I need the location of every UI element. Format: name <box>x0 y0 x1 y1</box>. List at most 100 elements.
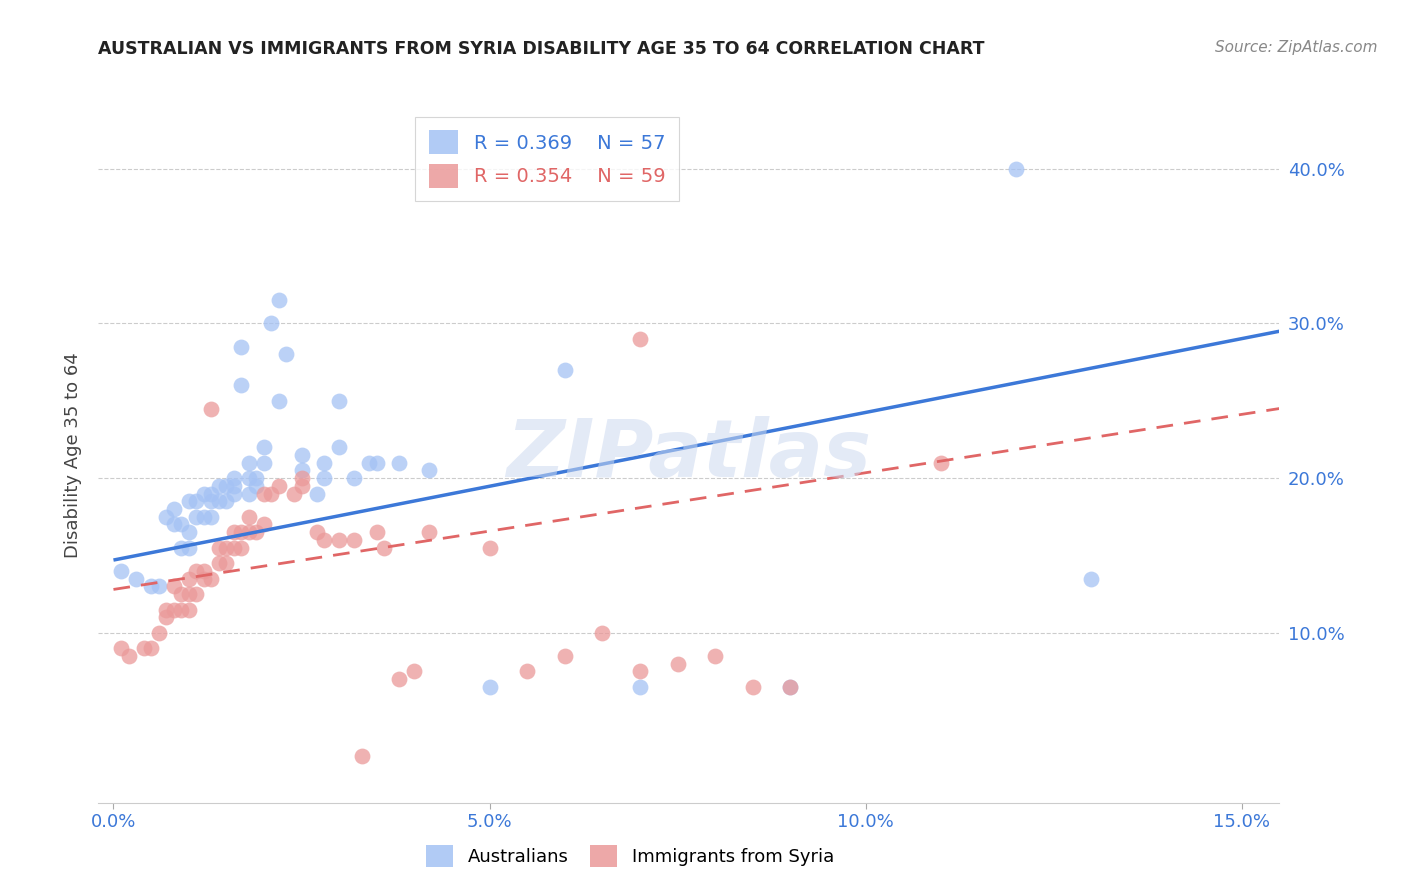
Point <box>177 572 200 586</box>
Point <box>148 625 170 640</box>
Point <box>163 602 186 616</box>
Point <box>177 525 200 540</box>
Point <box>148 579 170 593</box>
Point <box>222 479 245 493</box>
Point <box>343 533 366 547</box>
Point <box>177 587 200 601</box>
Point <box>200 572 222 586</box>
Point <box>163 517 186 532</box>
Point <box>373 541 395 555</box>
Point <box>245 471 267 485</box>
Point <box>222 486 245 500</box>
Point <box>245 525 267 540</box>
Point <box>1005 161 1028 176</box>
Point <box>404 665 426 679</box>
Point <box>170 517 193 532</box>
Point <box>290 479 312 493</box>
Point <box>155 610 177 624</box>
Point <box>283 486 305 500</box>
Point <box>554 648 576 663</box>
Point <box>177 602 200 616</box>
Point <box>779 680 801 694</box>
Point <box>516 665 538 679</box>
Point <box>208 479 231 493</box>
Point <box>276 347 298 361</box>
Point <box>253 456 276 470</box>
Point <box>222 541 245 555</box>
Point <box>193 509 215 524</box>
Point <box>170 541 193 555</box>
Point <box>193 572 215 586</box>
Point <box>388 672 411 686</box>
Point <box>139 641 162 656</box>
Point <box>260 317 283 331</box>
Point <box>170 587 193 601</box>
Point <box>238 471 260 485</box>
Point <box>222 471 245 485</box>
Point <box>388 456 411 470</box>
Point <box>290 448 312 462</box>
Point <box>215 494 238 508</box>
Point <box>328 533 350 547</box>
Point <box>314 456 336 470</box>
Point <box>350 749 373 764</box>
Point <box>110 564 132 578</box>
Point <box>779 680 801 694</box>
Point <box>231 378 253 392</box>
Point <box>200 509 222 524</box>
Point <box>418 463 440 477</box>
Point <box>231 525 253 540</box>
Point <box>200 486 222 500</box>
Point <box>267 393 290 408</box>
Point <box>418 525 440 540</box>
Text: Source: ZipAtlas.com: Source: ZipAtlas.com <box>1215 40 1378 55</box>
Point <box>117 648 139 663</box>
Point <box>253 486 276 500</box>
Point <box>366 456 388 470</box>
Text: ZIPatlas: ZIPatlas <box>506 416 872 494</box>
Legend: Australians, Immigrants from Syria: Australians, Immigrants from Syria <box>419 838 841 874</box>
Point <box>238 486 260 500</box>
Point <box>200 494 222 508</box>
Point <box>125 572 148 586</box>
Point <box>290 463 312 477</box>
Point <box>245 479 267 493</box>
Point <box>314 471 336 485</box>
Point <box>231 541 253 555</box>
Y-axis label: Disability Age 35 to 64: Disability Age 35 to 64 <box>65 352 83 558</box>
Point <box>215 556 238 570</box>
Point <box>208 494 231 508</box>
Point <box>290 471 312 485</box>
Point <box>193 486 215 500</box>
Point <box>554 363 576 377</box>
Point <box>591 625 613 640</box>
Point <box>305 486 328 500</box>
Point <box>186 494 208 508</box>
Point <box>222 525 245 540</box>
Point <box>177 494 200 508</box>
Point <box>193 564 215 578</box>
Point <box>478 680 501 694</box>
Point <box>238 509 260 524</box>
Point <box>628 665 651 679</box>
Point <box>666 657 689 671</box>
Point <box>628 332 651 346</box>
Point <box>328 440 350 454</box>
Point <box>215 479 238 493</box>
Point <box>208 556 231 570</box>
Point <box>305 525 328 540</box>
Point <box>359 456 381 470</box>
Point <box>741 680 763 694</box>
Point <box>208 541 231 555</box>
Point <box>177 541 200 555</box>
Point <box>314 533 336 547</box>
Point <box>163 502 186 516</box>
Point <box>253 517 276 532</box>
Text: AUSTRALIAN VS IMMIGRANTS FROM SYRIA DISABILITY AGE 35 TO 64 CORRELATION CHART: AUSTRALIAN VS IMMIGRANTS FROM SYRIA DISA… <box>98 40 986 58</box>
Point <box>260 486 283 500</box>
Point <box>231 340 253 354</box>
Point <box>186 564 208 578</box>
Point <box>628 680 651 694</box>
Point <box>238 456 260 470</box>
Point <box>366 525 388 540</box>
